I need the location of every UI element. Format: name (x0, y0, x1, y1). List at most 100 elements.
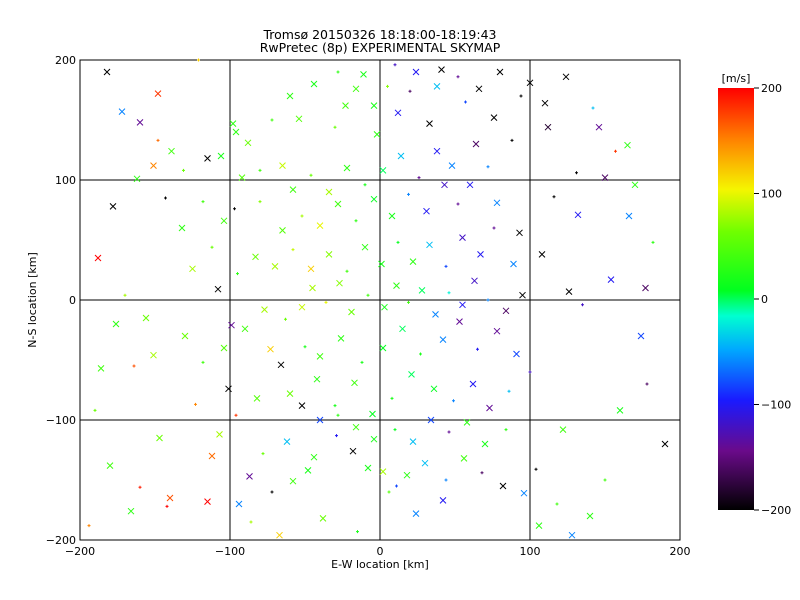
data-point (201, 360, 205, 364)
data-point (614, 149, 617, 153)
data-point (204, 155, 211, 162)
data-point (298, 402, 306, 409)
data-point (241, 325, 249, 333)
data-point (407, 300, 410, 304)
data-point (178, 224, 186, 232)
data-point (541, 99, 549, 107)
data-point (379, 344, 387, 352)
data-point (93, 408, 97, 412)
data-point (324, 300, 328, 304)
data-point (249, 520, 253, 524)
data-point (370, 435, 378, 443)
data-point (481, 440, 489, 448)
data-point (295, 115, 303, 123)
data-point (313, 375, 321, 383)
data-point (258, 168, 262, 172)
data-point (154, 90, 162, 97)
data-point (279, 227, 286, 234)
data-point (645, 382, 649, 386)
data-point (366, 293, 370, 297)
data-point (238, 174, 246, 181)
data-point (507, 389, 511, 393)
data-point (310, 80, 318, 88)
data-point (496, 68, 504, 76)
data-point (182, 168, 185, 172)
data-point (336, 279, 343, 287)
data-point (235, 500, 243, 508)
data-point (373, 131, 381, 138)
data-point (150, 162, 157, 169)
data-point (519, 94, 523, 98)
data-point (448, 162, 456, 169)
chart-title: Tromsø 20150326 18:18:00-18:19:43 (262, 27, 496, 42)
data-point (109, 203, 117, 210)
data-point (97, 365, 105, 372)
data-point (220, 217, 228, 225)
data-point (534, 467, 538, 471)
data-point (87, 524, 91, 528)
data-point (526, 79, 534, 87)
grid-lines (80, 60, 680, 540)
data-point (229, 120, 237, 127)
data-point (469, 380, 477, 388)
data-point (513, 350, 520, 358)
data-point (336, 70, 340, 74)
y-tick-label: 0 (69, 294, 76, 307)
data-point (544, 123, 552, 131)
data-point (475, 85, 483, 93)
colorbar (718, 88, 754, 510)
data-point (586, 512, 594, 520)
data-point (261, 306, 268, 313)
data-point (300, 214, 304, 218)
x-tick-label: 100 (520, 545, 541, 558)
data-point (194, 402, 197, 406)
data-point (438, 66, 445, 73)
colorbar-tick-label: −200 (761, 504, 791, 517)
data-point (370, 102, 378, 109)
data-point (252, 253, 259, 261)
data-point (441, 181, 448, 189)
data-point (493, 327, 501, 335)
x-axis-label: E-W location [km] (331, 558, 429, 571)
data-point (103, 68, 111, 76)
data-point (486, 404, 493, 412)
data-point (439, 336, 447, 343)
data-point (637, 332, 645, 340)
x-axis-ticks: −200 −100 0 100 200 (65, 545, 691, 558)
data-point (562, 73, 570, 81)
data-point (603, 478, 607, 482)
data-point (370, 195, 378, 203)
data-point (316, 353, 324, 360)
data-point (490, 114, 498, 121)
data-point (216, 431, 223, 438)
data-point (118, 108, 126, 115)
y-axis-label: N-S location [km] (26, 252, 39, 348)
data-point (123, 293, 127, 297)
data-point (456, 75, 460, 79)
data-point (136, 119, 144, 126)
data-point (476, 347, 479, 351)
data-point (204, 498, 211, 505)
data-point (132, 364, 136, 368)
y-tick-label: −100 (46, 414, 76, 427)
data-point (516, 229, 523, 237)
y-tick-label: −200 (46, 534, 76, 547)
data-point (246, 473, 253, 480)
data-point (464, 100, 467, 104)
data-point (421, 459, 429, 467)
data-point (345, 269, 349, 273)
x-tick-label: 0 (377, 545, 384, 558)
data-point (369, 410, 376, 418)
data-point (360, 360, 364, 364)
data-point (106, 462, 114, 469)
data-point (210, 245, 214, 249)
x-tick-label: 200 (670, 545, 691, 558)
data-point (393, 428, 397, 432)
data-point (334, 200, 342, 208)
data-point (258, 200, 262, 204)
data-point (433, 147, 441, 155)
data-point (486, 165, 490, 169)
data-point (559, 426, 567, 433)
data-point (493, 199, 501, 207)
